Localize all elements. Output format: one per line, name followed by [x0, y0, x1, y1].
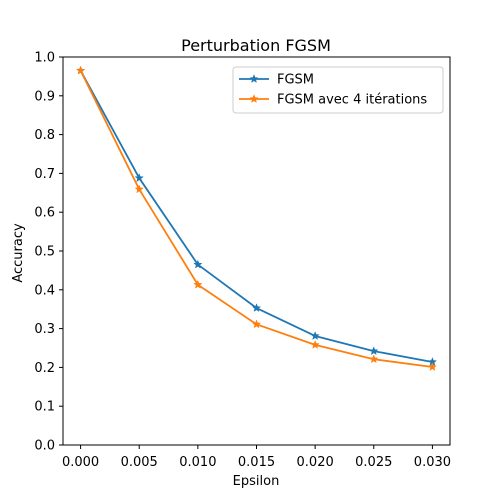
y-tick-label: 0.1 [34, 400, 55, 415]
y-tick-label: 0.9 [34, 89, 55, 104]
chart-title: Perturbation FGSM [181, 36, 331, 55]
y-tick-label: 0.7 [34, 167, 55, 182]
axes-frame [62, 56, 451, 446]
data-point [134, 173, 144, 183]
y-tick-label: 0.3 [34, 322, 55, 337]
y-tick-label: 0.2 [34, 361, 55, 376]
legend-entry-label: FGSM avec 4 itérations [277, 93, 427, 108]
y-axis-label: Accuracy [11, 223, 26, 283]
data-point [310, 340, 320, 349]
y-tick-label: 0.8 [34, 128, 55, 143]
x-tick-label: 0.020 [297, 455, 334, 470]
plot-area: 0.000 0.005 0.010 0.015 0.020 0.025 0.030 0.0 0.… [34, 51, 451, 471]
data-point [193, 259, 203, 269]
data-point [369, 354, 379, 364]
data-point [134, 184, 144, 194]
legend-swatch-marker [249, 94, 259, 103]
legend: FGSM FGSM avec 4 itérations [232, 66, 444, 114]
data-point [310, 331, 320, 340]
data-point [427, 362, 438, 371]
data-point [193, 279, 203, 289]
legend-box [232, 66, 444, 114]
data-point [251, 303, 262, 312]
data-point [251, 319, 262, 329]
y-tick-label: 0.4 [34, 283, 55, 298]
x-tick-label: 0.010 [179, 455, 216, 470]
legend-swatch-marker [249, 74, 259, 83]
x-tick-label: 0.000 [62, 455, 99, 470]
y-tick-label: 1.0 [34, 51, 55, 66]
x-axis-label: Epsilon [233, 474, 280, 489]
x-tick-label: 0.025 [355, 455, 392, 470]
x-tick-label: 0.030 [414, 455, 451, 470]
x-tick-label: 0.005 [121, 455, 158, 470]
series-line-1 [79, 70, 433, 363]
y-tick-label: 0.0 [34, 439, 55, 454]
legend-entry-label: FGSM [277, 73, 314, 88]
x-tick-label: 0.015 [238, 455, 275, 470]
data-point [75, 65, 86, 75]
y-tick-label: 0.5 [34, 245, 55, 260]
y-tick-label: 0.6 [34, 206, 55, 221]
data-point [369, 346, 379, 356]
